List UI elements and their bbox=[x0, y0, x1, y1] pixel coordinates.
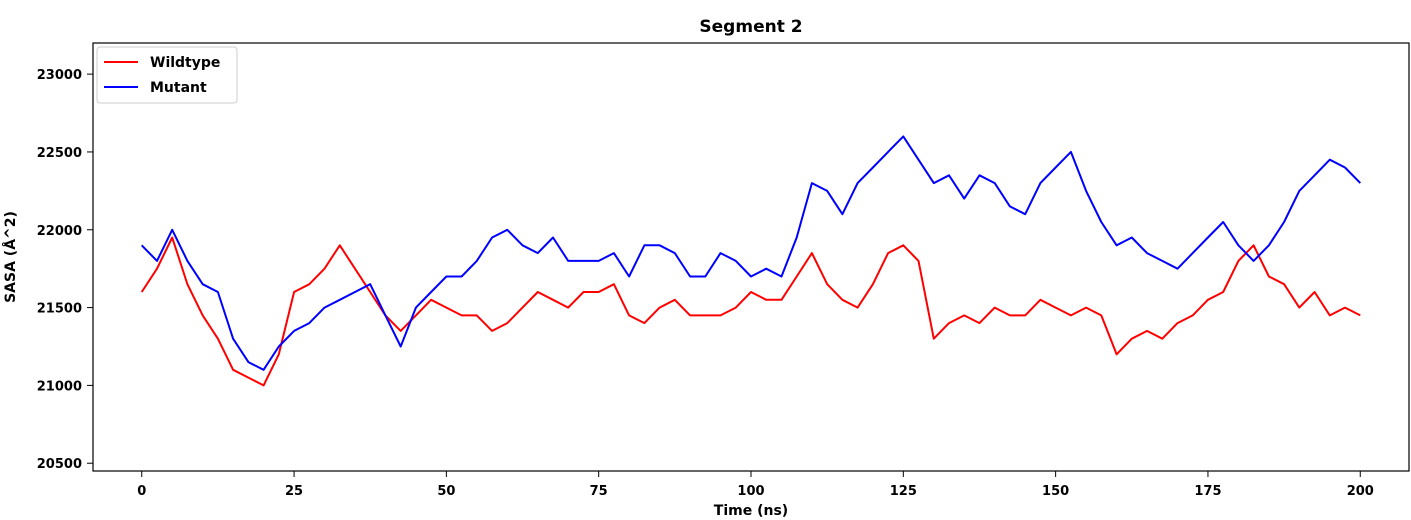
series-line-wildtype bbox=[140, 236, 1361, 387]
x-axis-label: Time (ns) bbox=[714, 503, 788, 519]
x-axis: 0 25 50 75 100 125 150 175 200 bbox=[137, 471, 1374, 499]
chart-title: Segment 2 bbox=[699, 17, 802, 37]
x-tick-label: 25 bbox=[285, 484, 303, 499]
x-tick-label: 0 bbox=[137, 484, 146, 499]
legend-label-wildtype: Wildtype bbox=[150, 55, 220, 71]
y-tick-label: 20500 bbox=[37, 457, 82, 472]
y-tick-label: 22500 bbox=[37, 146, 82, 161]
series-layer bbox=[140, 135, 1362, 387]
y-tick-label: 23000 bbox=[37, 68, 82, 83]
x-tick-label: 200 bbox=[1347, 484, 1374, 499]
x-tick-label: 100 bbox=[737, 484, 764, 499]
x-tick-label: 75 bbox=[590, 484, 608, 499]
y-tick-label: 22000 bbox=[37, 224, 82, 239]
x-tick-label: 175 bbox=[1194, 484, 1221, 499]
y-axis: 20500 21000 21500 22000 22500 23000 bbox=[37, 68, 93, 472]
x-tick-label: 50 bbox=[437, 484, 455, 499]
plot-area bbox=[92, 42, 1410, 472]
legend: Wildtype Mutant bbox=[96, 46, 238, 104]
x-tick-label: 125 bbox=[890, 484, 917, 499]
x-tick-label: 150 bbox=[1042, 484, 1069, 499]
legend-label-mutant: Mutant bbox=[150, 80, 207, 96]
y-axis-label: SASA (Å^2) bbox=[2, 211, 19, 303]
y-tick-label: 21500 bbox=[37, 302, 82, 317]
series-line-mutant bbox=[140, 135, 1362, 371]
y-tick-label: 21000 bbox=[37, 379, 82, 394]
